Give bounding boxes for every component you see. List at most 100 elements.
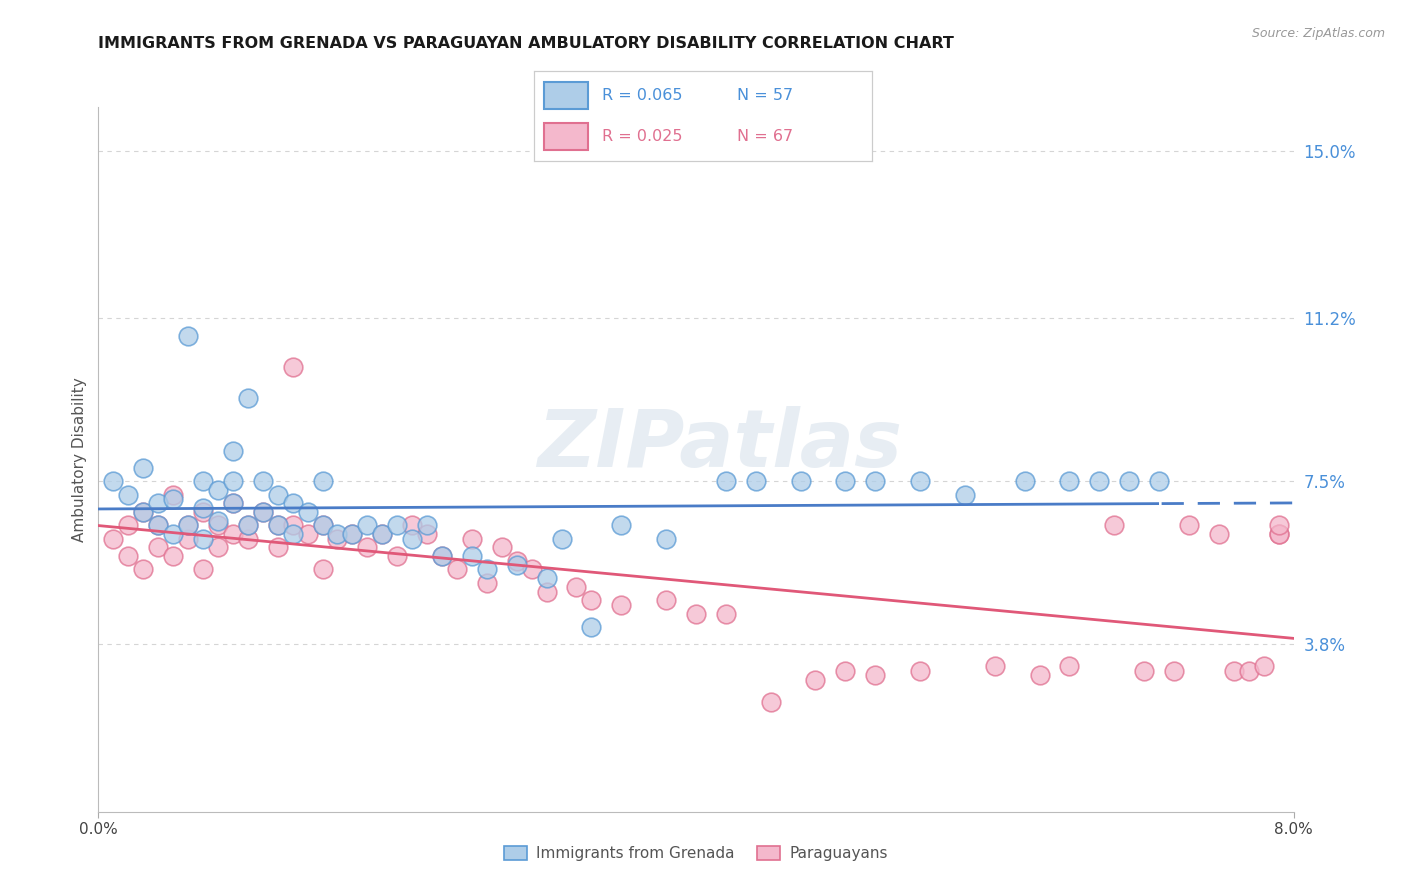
Point (610, 598, 633, 612)
Point (207, 514, 229, 528)
Point (430, 549, 453, 564)
Point (162, 491, 184, 506)
Point (759, 695, 782, 709)
Point (207, 483, 229, 498)
Point (281, 527, 304, 541)
Point (1267, 518, 1289, 533)
Point (714, 607, 737, 621)
Point (550, 532, 572, 546)
Point (655, 532, 678, 546)
Point (222, 496, 245, 510)
Point (281, 496, 304, 510)
Point (865, 475, 887, 489)
Point (1267, 527, 1289, 541)
Text: N = 67: N = 67 (737, 129, 793, 144)
Point (685, 607, 707, 621)
Point (177, 518, 200, 533)
Point (430, 549, 453, 564)
Point (1059, 659, 1081, 673)
Point (1223, 664, 1246, 678)
Point (267, 541, 290, 555)
Point (148, 518, 170, 533)
Point (236, 518, 259, 533)
Point (1014, 475, 1036, 489)
Point (191, 562, 214, 576)
Point (1028, 668, 1050, 682)
Point (162, 527, 184, 541)
Point (446, 562, 468, 576)
Point (191, 532, 214, 546)
Point (506, 558, 529, 573)
Text: Source: ZipAtlas.com: Source: ZipAtlas.com (1251, 27, 1385, 40)
Point (326, 532, 349, 546)
Point (207, 518, 229, 533)
Point (1059, 475, 1081, 489)
Point (148, 518, 170, 533)
Point (581, 620, 603, 634)
Text: N = 57: N = 57 (737, 88, 793, 103)
Point (401, 518, 423, 533)
Point (132, 505, 155, 519)
Point (371, 527, 394, 541)
Point (506, 554, 529, 568)
Point (1133, 664, 1156, 678)
Point (222, 496, 245, 510)
Point (236, 532, 259, 546)
Point (461, 532, 484, 546)
Point (267, 487, 290, 501)
Point (281, 359, 304, 374)
Point (385, 549, 409, 564)
Point (908, 664, 931, 678)
Point (132, 505, 155, 519)
Point (103, 475, 125, 489)
Text: R = 0.025: R = 0.025 (602, 129, 682, 144)
Point (222, 475, 245, 489)
Text: IMMIGRANTS FROM GRENADA VS PARAGUAYAN AMBULATORY DISABILITY CORRELATION CHART: IMMIGRANTS FROM GRENADA VS PARAGUAYAN AM… (98, 36, 955, 51)
Point (461, 549, 484, 564)
Point (148, 496, 170, 510)
Point (908, 475, 931, 489)
Point (252, 475, 274, 489)
FancyBboxPatch shape (544, 123, 588, 150)
Point (565, 580, 588, 594)
Point (536, 584, 558, 599)
Point (1147, 475, 1170, 489)
Point (401, 532, 423, 546)
Point (267, 518, 290, 533)
Point (356, 541, 378, 555)
Point (1163, 664, 1185, 678)
Point (475, 575, 498, 590)
Point (117, 518, 139, 533)
Point (1237, 664, 1260, 678)
Point (804, 673, 827, 687)
Point (356, 518, 378, 533)
Y-axis label: Ambulatory Disability: Ambulatory Disability (72, 377, 87, 541)
Point (191, 505, 214, 519)
Point (834, 664, 856, 678)
Point (984, 659, 1007, 673)
Point (714, 475, 737, 489)
Point (297, 505, 319, 519)
Point (177, 532, 200, 546)
Point (162, 487, 184, 501)
Point (162, 549, 184, 564)
Point (326, 527, 349, 541)
Point (536, 571, 558, 585)
Point (311, 518, 333, 533)
Point (371, 527, 394, 541)
Point (953, 487, 976, 501)
Point (1267, 527, 1289, 541)
Point (177, 518, 200, 533)
Legend: Immigrants from Grenada, Paraguayans: Immigrants from Grenada, Paraguayans (498, 840, 894, 868)
Point (103, 532, 125, 546)
Point (416, 527, 439, 541)
Point (132, 461, 155, 475)
Point (236, 391, 259, 405)
Point (191, 475, 214, 489)
Point (132, 562, 155, 576)
Point (865, 668, 887, 682)
Point (236, 518, 259, 533)
Point (177, 329, 200, 343)
Point (834, 475, 856, 489)
Point (610, 518, 633, 533)
